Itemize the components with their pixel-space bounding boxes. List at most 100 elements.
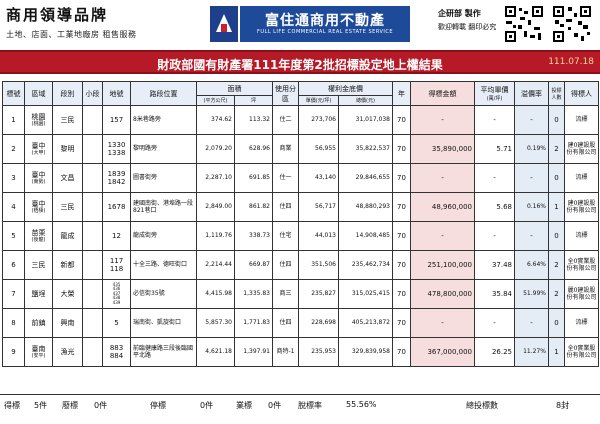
header-bidders: 投標人數 [548, 81, 565, 106]
table-row: 7 鹽埕 大榮 435 436 437 438 439 必信街35號 4,415.98 1,… [2, 279, 599, 309]
table-row: 2 臺中 (大甲) 黎明 1330 1338 黎明路旁 2,079.20 628.96 商業 56… [2, 134, 599, 164]
cell-no: 9 [2, 337, 25, 367]
cell-district: 苗栗 (後龍) [24, 221, 53, 251]
cell-area-ping: 113.32 [234, 105, 273, 135]
cell-district-text: 苗栗 [31, 228, 46, 237]
cell-winning-amount: - [410, 308, 475, 338]
cell-total-price: 29,846,655 [338, 163, 393, 193]
cell-unit-price-text: 351,506 [311, 261, 336, 269]
cell-section: 三民 [52, 105, 83, 135]
footer-won-label: 得標 [4, 401, 20, 410]
cell-zoning: 商業 [272, 134, 299, 164]
cell-bidders-text: 0 [554, 318, 559, 327]
cell-avg-unit: - [474, 221, 515, 251]
cell-total-price: 405,213,872 [338, 308, 393, 338]
cell-district-sub-text: (大甲) [31, 150, 46, 157]
title-date: 111.07.18 [548, 57, 594, 67]
cell-area-ping: 1,771.83 [234, 308, 273, 338]
cell-district: 臺中 (大甲) [24, 134, 53, 164]
cell-area-sqm-text: 2,287.10 [205, 174, 232, 182]
cell-years-text: 70 [397, 289, 406, 298]
footer-cancelled-label: 業標 [236, 401, 252, 410]
cell-zoning-text: 住四 [279, 203, 292, 211]
producer-credit: 企研部 製作 [438, 9, 481, 18]
cell-zoning-text: 住四 [279, 261, 292, 269]
cell-lot-text: 1678 [107, 202, 126, 211]
cell-avg-unit-text: 5.68 [496, 202, 512, 211]
cell-area-ping-text: 691.85 [249, 174, 270, 182]
cell-total-price: 329,839,958 [338, 337, 393, 367]
qr-code-icon [504, 5, 544, 43]
cell-years: 70 [392, 279, 411, 309]
cell-no-text: 7 [11, 289, 16, 298]
cell-zoning-text: 住四 [279, 319, 292, 327]
cell-district-sub-text: (梧棲) [31, 208, 46, 215]
cell-winning-amount-text: 367,000,000 [427, 347, 472, 356]
cell-total-price: 235,462,734 [338, 250, 393, 280]
footer-stopped-label: 停標 [150, 401, 166, 410]
cell-bidders-text: 0 [554, 173, 559, 182]
cell-premium: 0.16% [514, 192, 549, 222]
cell-section-text: 三民 [60, 115, 75, 124]
cell-years-text: 70 [397, 347, 406, 356]
cell-total-price-text: 315,025,415 [351, 290, 390, 298]
cell-area-ping-text: 1,397.91 [243, 348, 270, 356]
cell-bidders-text: 0 [554, 115, 559, 124]
cell-premium: 11.27% [514, 337, 549, 367]
cell-winning-amount: - [410, 221, 475, 251]
cell-winner-text: 建0建設股份有限公司 [566, 141, 597, 156]
cell-area-ping-text: 1,335.83 [243, 290, 270, 298]
cell-no-text: 5 [11, 231, 16, 240]
cell-premium-text: - [530, 115, 533, 124]
brand-center: 富住通商用不動產 FULL LIFE COMMERCIAL REAL ESTAT… [210, 4, 410, 44]
cell-premium: 51.99% [514, 279, 549, 309]
cell-avg-unit-text: - [493, 115, 496, 124]
cell-no-text: 3 [11, 173, 16, 182]
cell-district-text: 臺中 [31, 141, 46, 150]
cell-section-text: 三民 [60, 202, 75, 211]
cell-unit-price-text: 273,706 [311, 116, 336, 124]
cell-district: 臺中 (梧棲) [24, 192, 53, 222]
cell-no: 4 [2, 192, 25, 222]
cell-zoning: 商三 [272, 279, 299, 309]
cell-unit-price: 235,953 [298, 337, 339, 367]
cell-lot: 157 [102, 105, 131, 135]
cell-lot: 5 [102, 308, 131, 338]
cell-bidders: 2 [548, 279, 565, 309]
cell-no-text: 8 [11, 318, 16, 327]
cell-winning-amount-text: - [441, 318, 444, 327]
cell-avg-unit-text: 26.25 [491, 347, 512, 356]
cell-road: 十全三路、德旺街口 [130, 250, 197, 280]
header-section: 段別 [52, 81, 83, 106]
cell-section-text: 黎明 [60, 144, 75, 153]
cell-total-price-text: 35,822,537 [355, 145, 390, 153]
cell-winner: 麗0建設股份有限公司 [564, 279, 599, 309]
cell-years-text: 70 [397, 173, 406, 182]
cell-years: 70 [392, 163, 411, 193]
cell-bidders-text: 1 [554, 202, 559, 211]
page-header: 商用領導品牌 土地、店面、工業地廠房 租售服務 富住通商用不動產 FULL LI… [0, 0, 600, 48]
brand-left-title: 商用領導品牌 [6, 6, 109, 24]
cell-district-sub-text: (安平) [31, 353, 46, 360]
cell-winning-amount: 48,960,000 [410, 192, 475, 222]
cell-district: 三民 [24, 250, 53, 280]
cell-lot: 12 [102, 221, 131, 251]
cell-zoning-text: 住宅 [279, 232, 292, 240]
qr-code-icon [552, 5, 592, 43]
cell-winning-amount-text: - [441, 231, 444, 240]
cell-total-price: 14,908,485 [338, 221, 393, 251]
cell-zoning-text: 商特-1 [276, 348, 295, 356]
cell-section: 大榮 [52, 279, 83, 309]
cell-area-ping: 1,335.83 [234, 279, 273, 309]
cell-avg-unit: - [474, 163, 515, 193]
cell-bidders: 0 [548, 105, 565, 135]
cell-premium-text: 0.19% [526, 145, 546, 153]
cell-premium: 0.19% [514, 134, 549, 164]
cell-bidders: 2 [548, 134, 565, 164]
cell-section: 三民 [52, 192, 83, 222]
cell-road: 必信街35號 [130, 279, 197, 309]
cell-winner: 建0建設股份有限公司 [564, 192, 599, 222]
cell-winner: 全0實業股份有限公司 [564, 250, 599, 280]
table-row: 4 臺中 (梧棲) 三民 1678 建國南街、港埠路一段821巷口 2,849.00 861.… [2, 192, 599, 222]
cell-winner-text: 流標 [575, 319, 588, 327]
